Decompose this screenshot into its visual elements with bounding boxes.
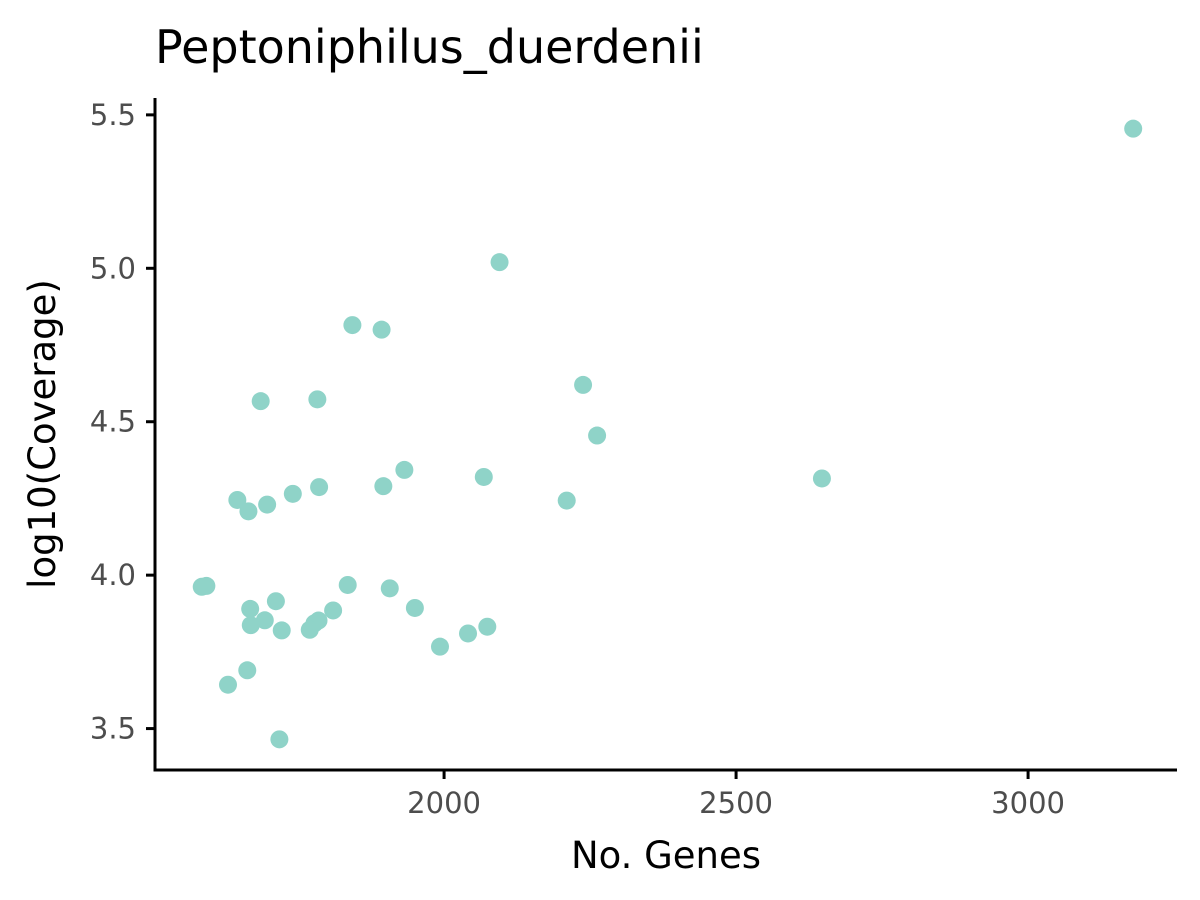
data-point	[338, 575, 357, 594]
data-point	[574, 375, 593, 394]
data-point	[812, 469, 831, 488]
x-axis-ticks: 2000 2500 3000	[407, 770, 1065, 820]
data-point	[239, 502, 258, 521]
data-point	[324, 601, 343, 620]
data-point	[197, 576, 216, 595]
data-point	[395, 460, 414, 479]
x-tick-label: 2000	[407, 786, 481, 820]
data-point	[241, 616, 260, 635]
data-point	[272, 621, 291, 640]
data-points	[192, 119, 1143, 749]
x-tick-label: 2500	[699, 786, 773, 820]
data-point	[405, 598, 424, 617]
chart-title: Peptoniphilus_duerdenii	[155, 20, 704, 74]
data-point	[588, 426, 607, 445]
data-point	[308, 390, 327, 409]
x-axis-title: No. Genes	[571, 834, 761, 877]
data-point	[490, 253, 509, 272]
data-point	[459, 624, 478, 643]
data-point	[372, 320, 391, 339]
y-tick-label: 3.5	[90, 712, 136, 746]
y-tick-label: 4.0	[90, 558, 136, 592]
data-point	[219, 675, 237, 694]
data-point	[238, 661, 257, 680]
data-point	[266, 592, 285, 611]
y-tick-label: 5.5	[90, 98, 136, 132]
data-point	[1124, 119, 1143, 138]
y-tick-label: 4.5	[90, 405, 136, 439]
data-point	[343, 316, 362, 335]
data-point	[374, 477, 393, 496]
data-point	[300, 620, 319, 639]
data-point	[283, 484, 302, 503]
x-tick-label: 3000	[991, 786, 1065, 820]
data-point	[228, 490, 247, 509]
y-axis-ticks: 3.5 4.0 4.5 5.0 5.5	[90, 98, 155, 746]
data-point	[478, 617, 497, 636]
data-point	[474, 467, 493, 486]
y-tick-label: 5.0	[90, 251, 136, 285]
y-axis-title: log10(Coverage)	[21, 279, 64, 589]
data-point	[430, 637, 449, 656]
data-point	[258, 495, 277, 514]
data-point	[241, 599, 260, 618]
data-point	[557, 491, 576, 510]
data-point	[251, 392, 270, 411]
data-point	[380, 579, 399, 598]
data-point	[255, 611, 274, 630]
data-point	[310, 478, 329, 497]
data-point	[270, 730, 289, 749]
